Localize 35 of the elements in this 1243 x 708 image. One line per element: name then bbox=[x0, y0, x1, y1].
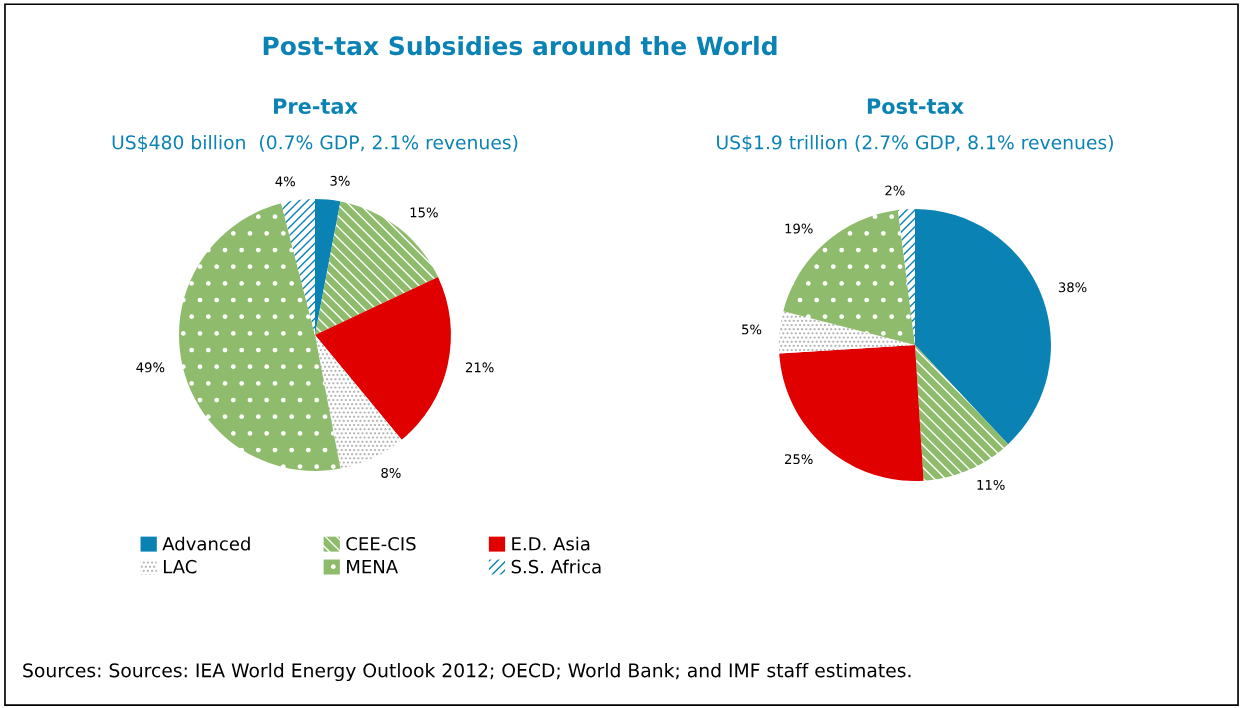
data-label: 5% bbox=[742, 324, 762, 335]
pie-slice bbox=[315, 335, 402, 469]
legend-label: Advanced bbox=[162, 536, 250, 551]
data-label: 11% bbox=[977, 479, 1005, 490]
chart-subtitle: US$1.9 trillion (2.7% GDP, 8.1% revenues) bbox=[717, 134, 1113, 152]
pie-slice bbox=[315, 199, 341, 335]
data-label: 15% bbox=[410, 207, 438, 218]
pie-slice bbox=[281, 199, 315, 335]
data-label: 4% bbox=[275, 176, 296, 187]
pie-slice bbox=[915, 209, 1051, 445]
legend-label: S.S. Africa bbox=[511, 559, 601, 574]
data-label: 49% bbox=[136, 362, 165, 373]
data-label: 2% bbox=[885, 185, 905, 196]
legend-label: MENA bbox=[347, 560, 398, 574]
data-label: 3% bbox=[330, 175, 350, 186]
data-label: 21% bbox=[465, 362, 494, 373]
legend-label: E.D. Asia bbox=[512, 536, 590, 551]
pie-slice bbox=[779, 311, 915, 354]
data-label: 19% bbox=[785, 223, 813, 234]
chart-subtitle: US$480 billion (0.7% GDP, 2.1% revenues) bbox=[112, 134, 518, 152]
pie-slice bbox=[179, 203, 341, 471]
pie-slice bbox=[779, 345, 924, 481]
chart-title: Post-tax bbox=[867, 98, 964, 115]
chart-title: Pre-tax bbox=[274, 98, 358, 115]
legend-label: CEE-CIS bbox=[346, 536, 416, 551]
data-label: 25% bbox=[785, 454, 813, 465]
pie-slice bbox=[783, 210, 915, 345]
pie-slice bbox=[315, 201, 439, 335]
source-note: Sources: Sources: IEA World Energy Outlook 2012; OECD; World Bank; and IMF staff estimates. bbox=[23, 662, 911, 682]
data-label: 8% bbox=[381, 467, 401, 478]
text: Post-tax Subsidies around the World bbox=[263, 35, 777, 56]
legend-label: LAC bbox=[163, 559, 197, 574]
pie-slice bbox=[315, 277, 451, 440]
data-label: 38% bbox=[1058, 282, 1087, 293]
pie-slice bbox=[915, 345, 1009, 481]
